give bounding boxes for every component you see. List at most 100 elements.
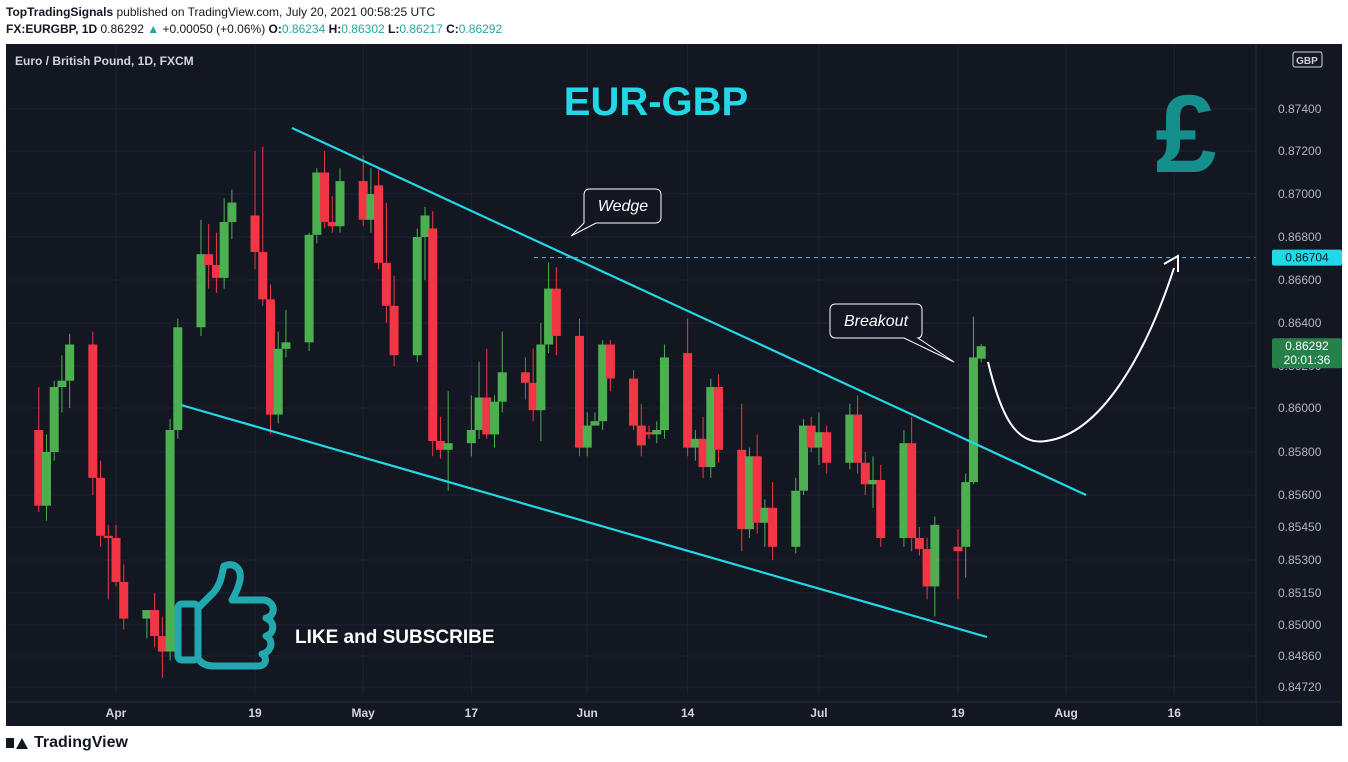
candle-body bbox=[953, 546, 963, 552]
candle bbox=[204, 224, 214, 289]
price-tick-label: 0.86600 bbox=[1278, 273, 1322, 287]
candle bbox=[211, 232, 221, 293]
candle bbox=[150, 593, 160, 648]
candle-body bbox=[111, 538, 121, 582]
candle bbox=[961, 473, 971, 578]
candle bbox=[250, 151, 260, 270]
price-axis-bg bbox=[1256, 44, 1342, 702]
high-label: H: bbox=[328, 22, 342, 36]
candle-body bbox=[119, 582, 129, 619]
drawings-layer: Wedge Breakout LIKE and SUBSCRIBE EUR-GB… bbox=[174, 73, 1268, 670]
like-subscribe-text: LIKE and SUBSCRIBE bbox=[295, 627, 495, 648]
upper-wedge-trendline[interactable] bbox=[291, 127, 1087, 496]
candle-body bbox=[814, 432, 824, 448]
candle-body bbox=[482, 397, 492, 435]
breakout-callout[interactable]: Breakout bbox=[829, 303, 955, 363]
candle-body bbox=[466, 430, 476, 444]
time-tick-label: 19 bbox=[248, 706, 262, 720]
publish-date: published on TradingView.com, July 20, 2… bbox=[116, 5, 436, 19]
candle bbox=[698, 416, 708, 478]
price-tick-label: 0.87400 bbox=[1278, 102, 1322, 116]
candle bbox=[227, 189, 237, 240]
price-chart[interactable]: Wedge Breakout LIKE and SUBSCRIBE EUR-GB… bbox=[6, 44, 1342, 726]
candle bbox=[173, 318, 183, 439]
candle-body bbox=[142, 610, 152, 619]
last-price-text: 0.86292 bbox=[1285, 339, 1329, 353]
price-tick-label: 0.86000 bbox=[1278, 401, 1322, 415]
candle-body bbox=[737, 449, 747, 530]
price-tick-label: 0.87000 bbox=[1278, 187, 1322, 201]
price-axis[interactable]: 0.84720 0.84860 0.85000 0.85150 0.85300 0.854… bbox=[1255, 44, 1342, 726]
candle-body bbox=[65, 344, 75, 381]
open-value: 0.86234 bbox=[281, 22, 326, 36]
time-axis-bg bbox=[6, 702, 1256, 726]
candle-body bbox=[930, 524, 940, 587]
candle-body bbox=[605, 344, 615, 379]
candle-body bbox=[250, 215, 260, 253]
publisher-name[interactable]: TopTradingSignals bbox=[6, 5, 114, 19]
candle bbox=[907, 416, 917, 552]
candle bbox=[930, 516, 940, 617]
projection-arrow[interactable] bbox=[987, 267, 1175, 443]
symbol-label: FX:EURGBP, 1D bbox=[6, 22, 98, 36]
candle-body bbox=[845, 414, 855, 463]
candle-body bbox=[652, 430, 662, 435]
candle bbox=[544, 262, 554, 354]
currency-badge: GBP bbox=[1292, 51, 1323, 68]
open-label: O: bbox=[268, 22, 282, 36]
candle-body bbox=[961, 482, 971, 547]
candle-body bbox=[204, 254, 214, 265]
candle bbox=[752, 434, 762, 534]
candle bbox=[57, 355, 67, 413]
candle-body bbox=[474, 397, 484, 430]
candle bbox=[49, 380, 59, 461]
candle bbox=[582, 412, 592, 457]
candle-body bbox=[598, 344, 608, 422]
countdown-text: 20:01:36 bbox=[1284, 353, 1331, 367]
candle-body bbox=[914, 538, 924, 549]
candle bbox=[88, 331, 98, 495]
candle bbox=[358, 155, 368, 227]
candle bbox=[799, 419, 809, 495]
candle-body bbox=[582, 425, 592, 448]
candle-body bbox=[165, 430, 175, 652]
candle bbox=[574, 318, 584, 457]
candle-body bbox=[791, 490, 801, 547]
candle bbox=[157, 616, 167, 679]
candle-body bbox=[435, 441, 445, 450]
candle bbox=[652, 421, 662, 444]
time-tick-label: 17 bbox=[465, 706, 479, 720]
candle-body bbox=[698, 438, 708, 468]
wedge-label: Wedge bbox=[598, 198, 649, 215]
candle-body bbox=[265, 299, 275, 415]
time-tick-label: 19 bbox=[951, 706, 965, 720]
time-tick-label: Jul bbox=[810, 706, 827, 720]
candle-body bbox=[412, 237, 422, 356]
candle bbox=[853, 395, 863, 474]
candle bbox=[381, 202, 391, 323]
candle-body bbox=[211, 264, 221, 278]
candle bbox=[428, 211, 438, 457]
chart-pane[interactable]: Wedge Breakout LIKE and SUBSCRIBE EUR-GB… bbox=[6, 44, 1342, 726]
candle bbox=[690, 430, 700, 461]
candle bbox=[219, 198, 229, 289]
wedge-callout[interactable]: Wedge bbox=[570, 188, 662, 237]
candle-body bbox=[358, 181, 368, 220]
time-tick-label: 16 bbox=[1168, 706, 1182, 720]
price-tick-label: 0.85000 bbox=[1278, 618, 1322, 632]
tradingview-footer[interactable]: TradingView bbox=[6, 734, 128, 752]
last-price-label: 0.86292 20:01:36 bbox=[1272, 338, 1342, 369]
lower-wedge-trendline[interactable] bbox=[180, 403, 988, 639]
candle-body bbox=[544, 288, 554, 345]
candle bbox=[366, 168, 376, 233]
candle bbox=[528, 348, 538, 422]
candle bbox=[165, 419, 175, 661]
candle bbox=[845, 403, 855, 470]
current-price: 0.86292 bbox=[100, 22, 144, 36]
candle-body bbox=[551, 288, 561, 336]
candle-body bbox=[41, 452, 51, 506]
time-axis[interactable]: Apr 19 May 17 Jun 14 Jul 19 Aug 16 bbox=[6, 701, 1342, 726]
candle bbox=[420, 206, 430, 280]
candle-body bbox=[389, 305, 399, 356]
candle bbox=[605, 340, 615, 392]
